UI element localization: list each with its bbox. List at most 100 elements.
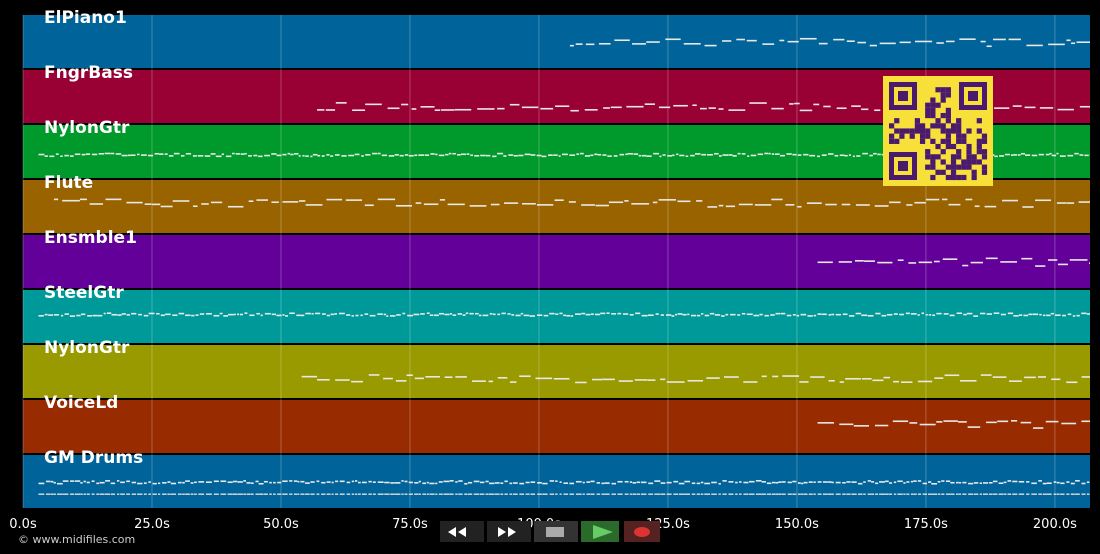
note: [925, 198, 940, 201]
note: [258, 493, 264, 495]
note: [957, 421, 967, 423]
note: [1028, 313, 1033, 316]
note: [958, 493, 962, 495]
note: [974, 205, 980, 208]
note: [1067, 154, 1074, 157]
note: [638, 154, 642, 157]
note: [998, 482, 1004, 485]
qr-module: [940, 169, 946, 175]
note: [842, 493, 846, 495]
note: [945, 40, 955, 43]
note: [618, 380, 633, 382]
note: [48, 314, 54, 316]
note: [244, 152, 247, 155]
note: [500, 482, 504, 484]
note: [339, 493, 345, 495]
note: [273, 493, 276, 495]
note: [126, 314, 131, 316]
note: [893, 313, 898, 315]
note: [778, 493, 782, 495]
note: [255, 480, 259, 483]
note: [808, 481, 813, 483]
note: [92, 314, 98, 317]
note: [70, 480, 75, 482]
note: [326, 481, 331, 483]
note: [386, 315, 389, 317]
note: [799, 37, 817, 40]
note: [448, 152, 452, 155]
note: [507, 313, 511, 315]
note: [160, 205, 173, 208]
note: [172, 314, 178, 317]
note: [182, 481, 185, 484]
qr-module: [930, 107, 936, 113]
note: [460, 153, 467, 156]
note: [1042, 482, 1047, 485]
note: [251, 482, 254, 485]
note: [377, 313, 383, 315]
note: [786, 153, 792, 155]
note: [1076, 314, 1080, 317]
note: [1078, 201, 1090, 203]
qr-module: [945, 133, 951, 139]
note: [897, 493, 903, 495]
note: [770, 314, 775, 316]
note: [746, 39, 757, 42]
note: [1013, 315, 1019, 317]
qr-module: [945, 128, 951, 134]
note: [775, 153, 780, 155]
note: [351, 493, 355, 495]
note: [351, 315, 354, 317]
note: [1007, 480, 1012, 482]
note: [148, 481, 151, 483]
note: [839, 154, 845, 157]
note: [513, 482, 518, 484]
note: [1051, 378, 1061, 381]
note: [761, 493, 766, 495]
qr-module: [930, 154, 936, 160]
qr-module: [981, 149, 988, 155]
note: [80, 493, 83, 495]
note: [908, 262, 917, 264]
note: [509, 103, 520, 106]
note: [302, 154, 305, 157]
note: [418, 480, 421, 483]
note: [1056, 481, 1060, 484]
note: [53, 481, 56, 484]
note: [794, 102, 800, 105]
note: [948, 203, 961, 206]
note: [549, 480, 555, 482]
note: [53, 314, 59, 316]
note: [381, 154, 388, 157]
note: [213, 493, 219, 495]
note: [792, 480, 797, 483]
note: [835, 493, 841, 495]
note: [796, 314, 800, 317]
note: [725, 205, 736, 208]
note: [444, 376, 453, 378]
note: [426, 493, 429, 495]
note: [1035, 265, 1046, 267]
note: [922, 482, 927, 485]
note: [611, 482, 617, 485]
note: [490, 203, 500, 206]
note: [394, 493, 401, 495]
note: [173, 152, 180, 155]
qr-module: [889, 138, 895, 144]
note: [1000, 313, 1006, 316]
note: [737, 152, 741, 155]
note: [956, 481, 959, 484]
note: [743, 481, 749, 484]
note: [817, 493, 822, 495]
note: [126, 201, 143, 204]
note: [1075, 493, 1080, 495]
note: [1084, 154, 1089, 157]
qr-module: [935, 143, 941, 150]
note: [1079, 154, 1084, 156]
note: [761, 481, 766, 483]
note: [401, 493, 404, 495]
note: [1002, 199, 1018, 202]
note: [317, 154, 321, 157]
note: [120, 481, 125, 484]
note: [148, 312, 155, 315]
